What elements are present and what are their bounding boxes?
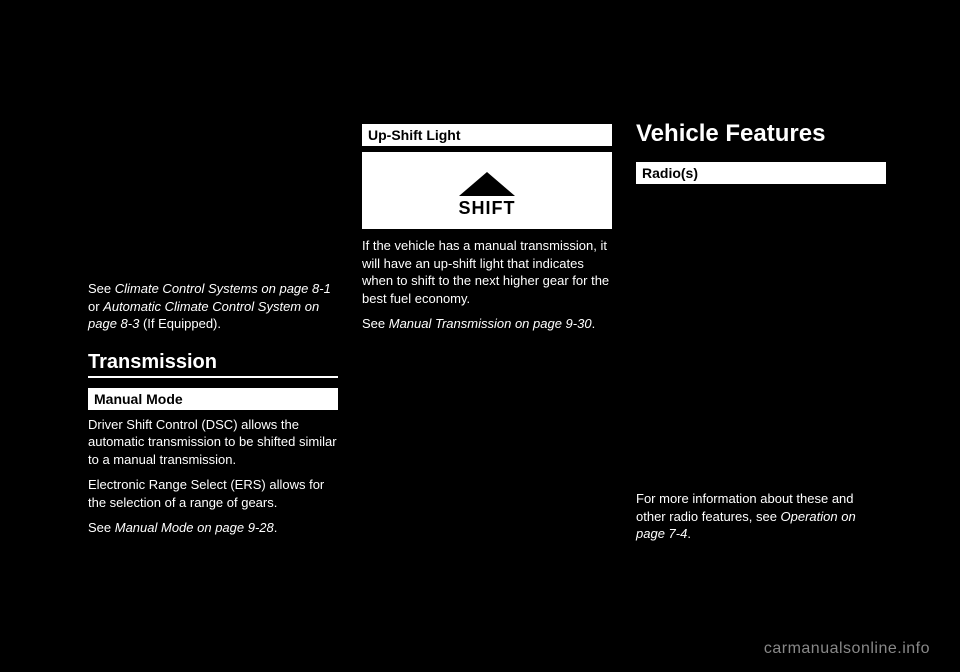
upshift-description: If the vehicle has a manual transmission… xyxy=(362,237,612,307)
page: See Climate Control Systems on page 8-1 … xyxy=(0,0,960,591)
transmission-title: Transmission xyxy=(88,351,338,378)
manual-mode-header: Manual Mode xyxy=(88,388,338,410)
column-right: Vehicle Features Radio(s) For more infor… xyxy=(636,120,886,551)
up-arrow-icon xyxy=(455,170,519,198)
climate-see-text: See Climate Control Systems on page 8-1 … xyxy=(88,280,338,333)
spacer xyxy=(88,120,338,280)
upshift-header: Up-Shift Light xyxy=(362,124,612,146)
column-left: See Climate Control Systems on page 8-1 … xyxy=(88,120,338,551)
text-manual-mode-ref: Manual Mode on page 9-28 xyxy=(115,520,274,535)
text-equipped: (If Equipped). xyxy=(139,316,221,331)
text-climate-ref: Climate Control Systems on page 8-1 xyxy=(115,281,331,296)
vehicle-features-title: Vehicle Features xyxy=(636,120,886,148)
see-manual-transmission: See Manual Transmission on page 9-30. xyxy=(362,315,612,333)
text-or: or xyxy=(88,299,103,314)
text-manual-trans-ref: Manual Transmission on page 9-30 xyxy=(389,316,592,331)
watermark: carmanualsonline.info xyxy=(764,640,930,658)
ers-text: Electronic Range Select (ERS) allows for… xyxy=(88,476,338,511)
shift-indicator: SHIFT xyxy=(362,152,612,229)
see-manual-mode: See Manual Mode on page 9-28. xyxy=(88,519,338,537)
radio-footer-text: For more information about these and oth… xyxy=(636,490,886,543)
column-middle: Up-Shift Light SHIFT If the vehicle has … xyxy=(362,120,612,551)
text-see: See xyxy=(362,316,389,331)
dsc-text: Driver Shift Control (DSC) allows the au… xyxy=(88,416,338,469)
radios-header: Radio(s) xyxy=(636,162,886,184)
text-period: . xyxy=(592,316,596,331)
text-see: See xyxy=(88,520,115,535)
text-period: . xyxy=(274,520,278,535)
shift-label: SHIFT xyxy=(459,198,516,219)
spacer xyxy=(636,190,886,490)
text-see: See xyxy=(88,281,115,296)
text-period: . xyxy=(687,526,691,541)
